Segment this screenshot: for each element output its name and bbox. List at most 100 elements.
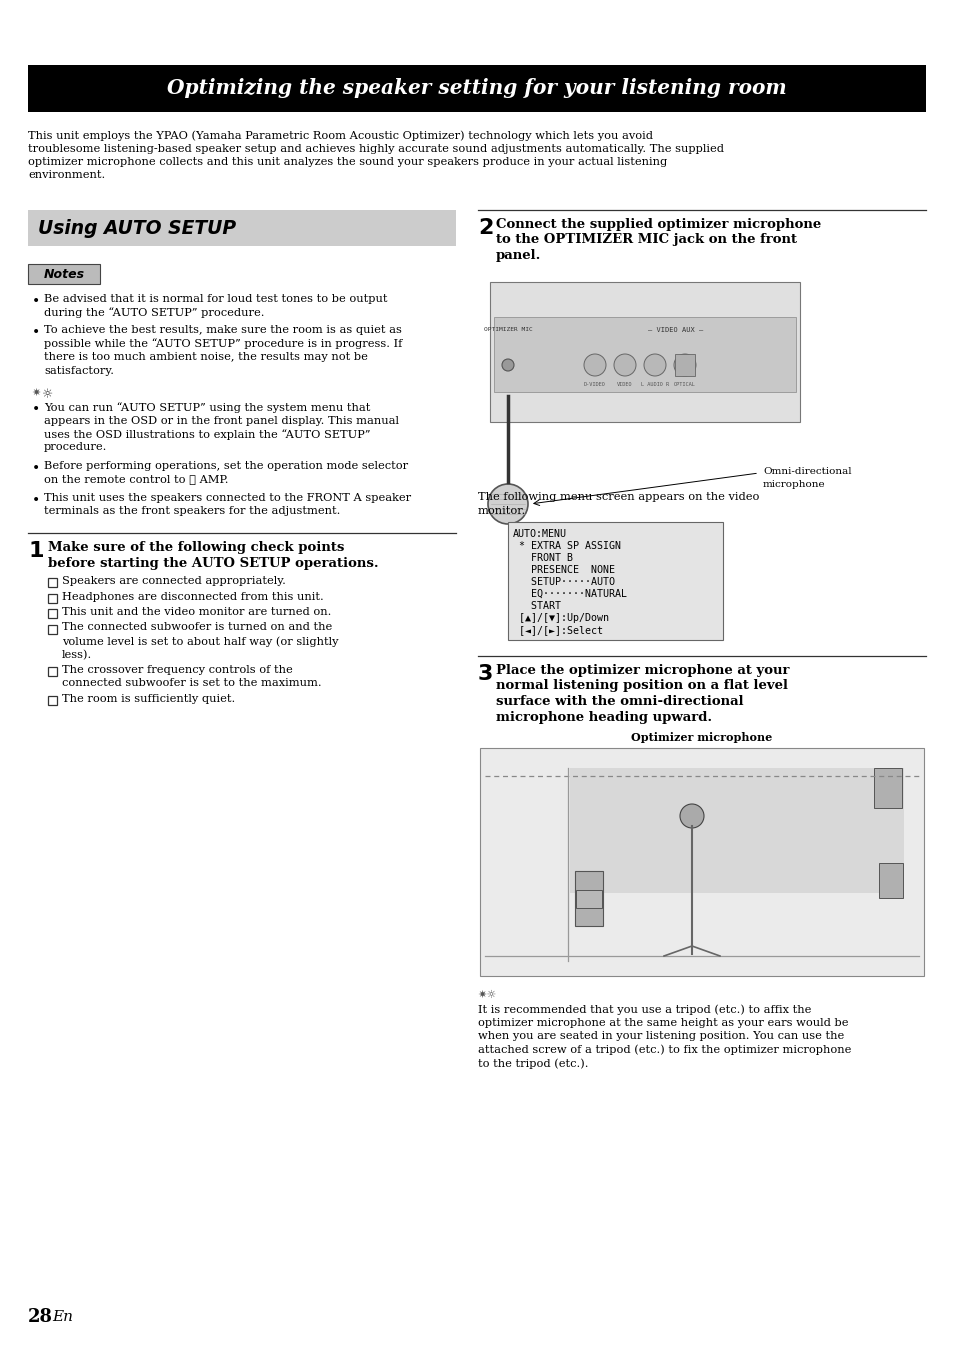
Text: The connected subwoofer is turned on and the: The connected subwoofer is turned on and… bbox=[62, 623, 332, 632]
Text: You can run “AUTO SETUP” using the system menu that: You can run “AUTO SETUP” using the syste… bbox=[44, 402, 370, 412]
Text: FRONT B: FRONT B bbox=[513, 553, 573, 563]
Text: AUTO:MENU: AUTO:MENU bbox=[513, 528, 566, 539]
Bar bbox=[494, 317, 795, 392]
Bar bbox=[479, 748, 923, 976]
Text: connected subwoofer is set to the maximum.: connected subwoofer is set to the maximu… bbox=[62, 678, 321, 689]
Text: microphone: microphone bbox=[762, 480, 824, 489]
Circle shape bbox=[501, 359, 514, 371]
Text: surface with the omni-directional: surface with the omni-directional bbox=[496, 696, 742, 708]
Bar bbox=[28, 65, 925, 112]
Text: volume level is set to about half way (or slightly: volume level is set to about half way (o… bbox=[62, 636, 338, 647]
Text: attached screw of a tripod (etc.) to fix the optimizer microphone: attached screw of a tripod (etc.) to fix… bbox=[477, 1045, 850, 1055]
Text: normal listening position on a flat level: normal listening position on a flat leve… bbox=[496, 679, 787, 693]
Text: •: • bbox=[32, 462, 40, 476]
Text: 2: 2 bbox=[477, 218, 493, 239]
Text: D-VIDEO: D-VIDEO bbox=[583, 381, 605, 387]
Text: This unit and the video monitor are turned on.: This unit and the video monitor are turn… bbox=[62, 607, 331, 617]
Text: optimizer microphone at the same height as your ears would be: optimizer microphone at the same height … bbox=[477, 1018, 847, 1027]
Text: to the tripod (etc.).: to the tripod (etc.). bbox=[477, 1058, 588, 1069]
Bar bbox=[873, 768, 901, 807]
Text: uses the OSD illustrations to explain the “AUTO SETUP”: uses the OSD illustrations to explain th… bbox=[44, 429, 370, 439]
Text: OPTIMIZER MIC: OPTIMIZER MIC bbox=[483, 328, 532, 332]
Text: * EXTRA SP ASSIGN: * EXTRA SP ASSIGN bbox=[513, 541, 620, 551]
Text: Make sure of the following check points: Make sure of the following check points bbox=[48, 541, 344, 554]
Text: when you are seated in your listening position. You can use the: when you are seated in your listening po… bbox=[477, 1031, 843, 1041]
Text: Speakers are connected appropriately.: Speakers are connected appropriately. bbox=[62, 576, 286, 586]
Text: START: START bbox=[513, 601, 560, 611]
Circle shape bbox=[583, 355, 605, 376]
Text: This unit employs the YPAO (Yamaha Parametric Room Acoustic Optimizer) technolog: This unit employs the YPAO (Yamaha Param… bbox=[28, 129, 652, 140]
Bar bbox=[48, 667, 57, 675]
Text: Omni-directional: Omni-directional bbox=[762, 466, 851, 476]
Bar bbox=[878, 863, 902, 898]
Text: En: En bbox=[52, 1310, 73, 1324]
Text: The following menu screen appears on the video: The following menu screen appears on the… bbox=[477, 492, 759, 501]
Bar bbox=[28, 264, 100, 284]
Circle shape bbox=[679, 803, 703, 828]
Bar bbox=[48, 609, 57, 617]
Bar bbox=[48, 578, 57, 586]
Text: troublesome listening-based speaker setup and achieves highly accurate sound adj: troublesome listening-based speaker setu… bbox=[28, 143, 723, 154]
Text: Notes: Notes bbox=[44, 267, 85, 280]
Text: there is too much ambient noise, the results may not be: there is too much ambient noise, the res… bbox=[44, 352, 368, 363]
Text: less).: less). bbox=[62, 650, 92, 659]
Text: EQ·······NATURAL: EQ·······NATURAL bbox=[513, 589, 626, 599]
Bar bbox=[48, 593, 57, 603]
Text: The crossover frequency controls of the: The crossover frequency controls of the bbox=[62, 665, 293, 675]
Text: L AUDIO R: L AUDIO R bbox=[640, 381, 668, 387]
Text: satisfactory.: satisfactory. bbox=[44, 365, 113, 376]
Text: optimizer microphone collects and this unit analyzes the sound your speakers pro: optimizer microphone collects and this u… bbox=[28, 156, 666, 167]
Bar bbox=[575, 871, 602, 926]
Text: panel.: panel. bbox=[496, 249, 540, 262]
Text: appears in the OSD or in the front panel display. This manual: appears in the OSD or in the front panel… bbox=[44, 415, 398, 426]
Bar bbox=[28, 210, 456, 245]
Text: 3: 3 bbox=[477, 665, 493, 683]
Text: ✷: ✷ bbox=[32, 388, 41, 398]
Text: [◄]/[►]:Select: [◄]/[►]:Select bbox=[513, 625, 602, 635]
Text: 28: 28 bbox=[28, 1308, 53, 1326]
Text: Place the optimizer microphone at your: Place the optimizer microphone at your bbox=[496, 665, 789, 677]
Bar bbox=[675, 355, 695, 376]
Bar bbox=[576, 890, 601, 909]
Text: •: • bbox=[32, 295, 40, 309]
Text: Be advised that it is normal for loud test tones to be output: Be advised that it is normal for loud te… bbox=[44, 294, 387, 305]
Text: Headphones are disconnected from this unit.: Headphones are disconnected from this un… bbox=[62, 592, 323, 601]
Text: 1: 1 bbox=[29, 541, 45, 561]
Circle shape bbox=[673, 355, 696, 376]
Text: on the remote control to Ⓡ AMP.: on the remote control to Ⓡ AMP. bbox=[44, 474, 229, 484]
Text: to the OPTIMIZER MIC jack on the front: to the OPTIMIZER MIC jack on the front bbox=[496, 233, 796, 247]
Text: terminals as the front speakers for the adjustment.: terminals as the front speakers for the … bbox=[44, 507, 340, 516]
Text: Connect the supplied optimizer microphone: Connect the supplied optimizer microphon… bbox=[496, 218, 821, 231]
Bar bbox=[507, 522, 722, 640]
Text: SETUP·····AUTO: SETUP·····AUTO bbox=[513, 577, 615, 586]
Text: environment.: environment. bbox=[28, 170, 105, 181]
Text: Using AUTO SETUP: Using AUTO SETUP bbox=[38, 218, 236, 237]
Text: The room is sufficiently quiet.: The room is sufficiently quiet. bbox=[62, 694, 235, 704]
Text: during the “AUTO SETUP” procedure.: during the “AUTO SETUP” procedure. bbox=[44, 307, 264, 318]
Bar bbox=[490, 282, 800, 422]
Bar bbox=[48, 624, 57, 634]
Circle shape bbox=[614, 355, 636, 376]
Text: Before performing operations, set the operation mode selector: Before performing operations, set the op… bbox=[44, 461, 408, 470]
Text: Optimizing the speaker setting for your listening room: Optimizing the speaker setting for your … bbox=[167, 78, 786, 98]
Text: •: • bbox=[32, 403, 40, 417]
Text: •: • bbox=[32, 493, 40, 508]
Text: microphone heading upward.: microphone heading upward. bbox=[496, 710, 711, 724]
Circle shape bbox=[488, 484, 527, 524]
Text: This unit uses the speakers connected to the FRONT A speaker: This unit uses the speakers connected to… bbox=[44, 493, 411, 503]
Text: PRESENCE  NONE: PRESENCE NONE bbox=[513, 565, 615, 576]
Text: possible while the “AUTO SETUP” procedure is in progress. If: possible while the “AUTO SETUP” procedur… bbox=[44, 338, 402, 349]
Text: monitor.: monitor. bbox=[477, 506, 526, 515]
Text: ✷☼: ✷☼ bbox=[477, 989, 497, 1000]
Text: To achieve the best results, make sure the room is as quiet as: To achieve the best results, make sure t… bbox=[44, 325, 401, 336]
Circle shape bbox=[643, 355, 665, 376]
Text: procedure.: procedure. bbox=[44, 442, 108, 453]
Text: before starting the AUTO SETUP operations.: before starting the AUTO SETUP operation… bbox=[48, 557, 378, 569]
Text: [▲]/[▼]:Up/Down: [▲]/[▼]:Up/Down bbox=[513, 613, 608, 623]
Text: — VIDEO AUX —: — VIDEO AUX — bbox=[648, 328, 703, 333]
Bar bbox=[48, 696, 57, 705]
Text: VIDEO: VIDEO bbox=[617, 381, 632, 387]
Text: It is recommended that you use a tripod (etc.) to affix the: It is recommended that you use a tripod … bbox=[477, 1004, 810, 1015]
Text: ☼: ☼ bbox=[42, 388, 53, 400]
Bar bbox=[569, 768, 903, 894]
